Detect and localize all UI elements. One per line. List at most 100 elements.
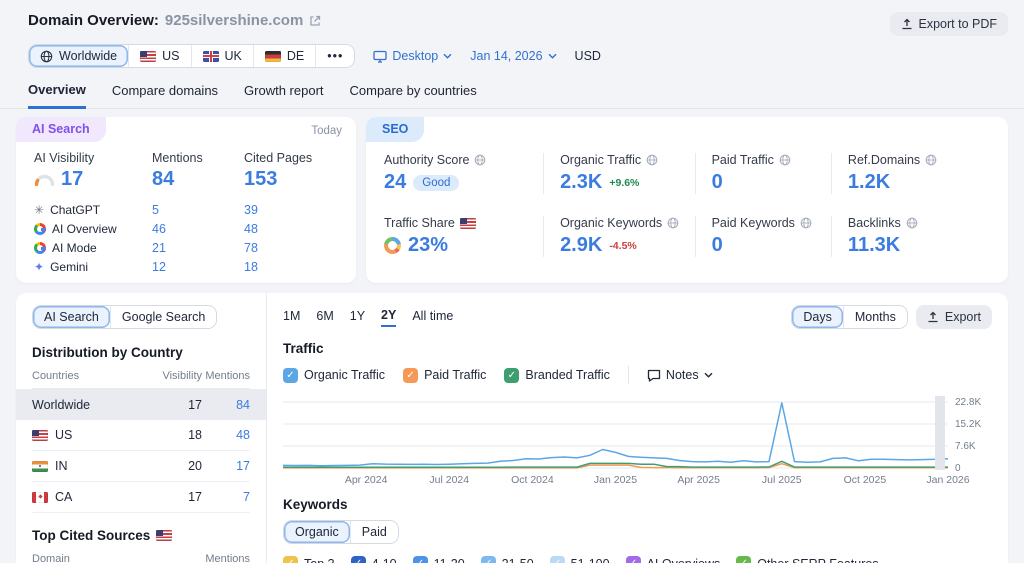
export-icon [927, 311, 939, 323]
filter-11-20[interactable]: 11-20 [412, 556, 465, 563]
organic-traffic-value[interactable]: 2.3K [560, 171, 603, 193]
region-more-button[interactable]: ••• [315, 45, 355, 67]
table-row-worldwide[interactable]: Worldwide 17 84 [16, 389, 266, 420]
checkbox-icon[interactable] [504, 367, 520, 383]
chatgpt-icon: ✳ [34, 203, 45, 217]
cited-pages-value[interactable]: 153 [244, 168, 278, 190]
country-mentions[interactable]: 17 [236, 459, 250, 473]
tab-compare-by-countries[interactable]: Compare by countries [350, 82, 477, 108]
external-link-icon[interactable] [309, 15, 321, 27]
seo-card: SEO Authority Score 24 Good Organic Traf… [366, 117, 1008, 283]
ref-domains-value[interactable]: 1.2K [847, 171, 891, 193]
export-button[interactable]: Export [915, 305, 992, 329]
checkbox-icon[interactable] [736, 556, 752, 563]
checkbox-icon[interactable] [403, 367, 419, 383]
chart-actions: Days Months Export [791, 305, 992, 329]
granularity-days-button[interactable]: Days [792, 306, 843, 328]
range-2y[interactable]: 2Y [381, 308, 397, 327]
country-mentions[interactable]: 7 [243, 490, 250, 504]
region-worldwide-label: Worldwide [59, 49, 118, 63]
region-de-button[interactable]: DE [252, 45, 316, 67]
filter-51-100[interactable]: 51-100 [549, 556, 610, 563]
gemini-cited[interactable]: 18 [244, 260, 258, 274]
range-1y[interactable]: 1Y [350, 309, 365, 326]
country-visibility: 20 [188, 459, 202, 473]
ai-mode-cited[interactable]: 78 [244, 241, 258, 255]
checkbox-icon[interactable] [625, 556, 641, 563]
region-us-button[interactable]: US [128, 45, 191, 67]
x-tick-label: Jan 2025 [593, 474, 638, 486]
source-google-search-button[interactable]: Google Search [109, 306, 217, 328]
filter-top-3[interactable]: Top 3 [283, 556, 335, 563]
chatgpt-mentions[interactable]: 5 [152, 203, 159, 217]
export-to-pdf-button[interactable]: Export to PDF [889, 12, 1008, 36]
date-dropdown[interactable]: Jan 14, 2026 [470, 49, 557, 63]
traffic-chart[interactable]: Apr 2024 Jul 2024 Oct 2024 Jan 2025 Apr 2025… [283, 394, 992, 487]
tab-growth-report[interactable]: Growth report [244, 82, 323, 108]
ai-overview-cited[interactable]: 48 [244, 222, 258, 236]
range-1m[interactable]: 1M [283, 309, 300, 326]
currency-label[interactable]: USD [574, 49, 601, 63]
filter-label: 11-20 [434, 557, 465, 563]
globe-icon [925, 154, 937, 166]
col-mentions[interactable]: Mentions [205, 553, 250, 563]
country-mentions[interactable]: 84 [236, 397, 250, 412]
checkbox-icon[interactable] [412, 556, 428, 563]
legend-organic-traffic[interactable]: Organic Traffic [283, 367, 385, 383]
ai-search-period-label: Today [311, 125, 342, 137]
table-row-in[interactable]: IN 20 17 [32, 451, 250, 482]
tab-overview[interactable]: Overview [28, 82, 86, 109]
col-countries[interactable]: Countries [32, 370, 80, 382]
ai-visibility-value: 17 [61, 168, 84, 190]
cited-pages-label: Cited Pages [244, 151, 313, 165]
keywords-paid-button[interactable]: Paid [349, 521, 398, 543]
tab-compare-domains[interactable]: Compare domains [112, 82, 218, 108]
ai-overview-mentions[interactable]: 46 [152, 222, 166, 236]
source-ai-search-button[interactable]: AI Search [33, 306, 110, 328]
organic-keywords-value[interactable]: 2.9K [560, 234, 603, 256]
region-uk-button[interactable]: UK [190, 45, 253, 67]
paid-keywords-value[interactable]: 0 [711, 234, 723, 256]
ai-mode-mentions[interactable]: 21 [152, 241, 166, 255]
checkbox-icon[interactable] [480, 556, 496, 563]
range-6m[interactable]: 6M [316, 309, 333, 326]
paid-traffic-label: Paid Traffic [711, 153, 774, 167]
chatgpt-cited[interactable]: 39 [244, 203, 258, 217]
table-row-us[interactable]: US 18 48 [32, 420, 250, 451]
range-all-time[interactable]: All time [412, 309, 453, 326]
globe-icon [906, 217, 918, 229]
checkbox-icon[interactable] [350, 556, 366, 563]
filter-other-serp-features[interactable]: Other SERP Features [736, 556, 879, 563]
legend-branded-traffic[interactable]: Branded Traffic [504, 367, 610, 383]
ai-provider-rows: ✳ ChatGPT 5 39 AI Overview 46 48 AI Mode… [34, 203, 338, 274]
traffic-share-value: 23% [408, 234, 449, 256]
legend-paid-traffic[interactable]: Paid Traffic [403, 367, 486, 383]
keywords-organic-button[interactable]: Organic [284, 521, 350, 543]
page-title: Domain Overview: 925silvershine.com [28, 12, 321, 29]
col-domain[interactable]: Domain [32, 553, 70, 563]
checkbox-icon[interactable] [283, 556, 298, 563]
distribution-title: Distribution by Country [32, 345, 183, 360]
paid-traffic-value[interactable]: 0 [711, 171, 723, 193]
x-tick-label: Jul 2024 [429, 474, 470, 486]
device-dropdown[interactable]: Desktop [373, 49, 452, 63]
gemini-mentions[interactable]: 12 [152, 260, 166, 274]
filter-21-50[interactable]: 21-50 [480, 556, 534, 563]
table-row-ca[interactable]: CA 17 7 [32, 482, 250, 513]
country-mentions[interactable]: 48 [236, 428, 250, 442]
filter-4-10[interactable]: 4-10 [350, 556, 397, 563]
ai-visibility-label: AI Visibility [34, 151, 95, 165]
checkbox-icon[interactable] [283, 367, 298, 383]
col-mentions[interactable]: Mentions [205, 370, 250, 382]
traffic-chart-plot[interactable]: Apr 2024 Jul 2024 Oct 2024 Jan 2025 Apr 2025… [283, 394, 970, 487]
granularity-months-button[interactable]: Months [842, 306, 907, 328]
checkbox-icon[interactable] [549, 556, 565, 563]
filter-ai-overviews[interactable]: AI Overviews [625, 556, 720, 563]
chevron-down-icon [443, 53, 452, 59]
col-visibility[interactable]: Visibility [162, 370, 202, 382]
backlinks-value[interactable]: 11.3K [847, 234, 901, 256]
region-worldwide-button[interactable]: Worldwide [29, 45, 129, 67]
notes-dropdown[interactable]: Notes [647, 368, 713, 382]
mentions-value[interactable]: 84 [152, 168, 175, 190]
filter-label: 21-50 [502, 557, 534, 563]
